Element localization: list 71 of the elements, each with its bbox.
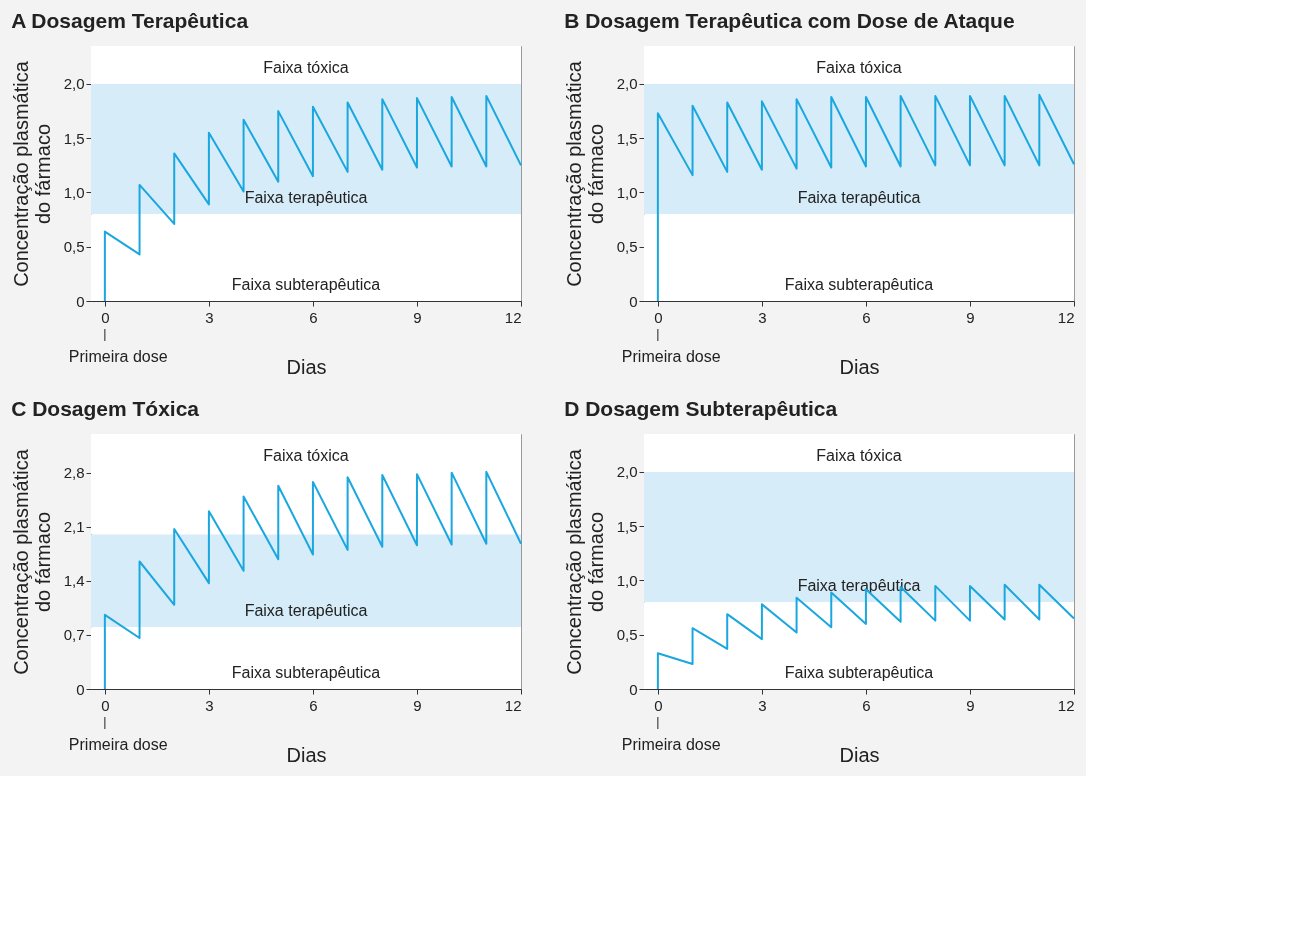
y-tick-label: 2,0	[63, 75, 85, 93]
y-tick-label: 0	[629, 292, 638, 310]
x-tick-label: 6	[309, 696, 318, 714]
chart-title: A Dosagem Terapêutica	[11, 9, 249, 32]
y-tick-label: 1,5	[616, 517, 638, 535]
text: Primeira dose	[621, 736, 721, 753]
y-axis-title: Concentração plasmática do fármaco	[9, 448, 54, 675]
band-label: Faixa terapêutica	[797, 577, 921, 595]
x-tick-label: 3	[758, 308, 767, 326]
x-tick-label: 6	[862, 308, 871, 326]
y-tick-label: 1,4	[63, 572, 85, 590]
band-label: Faixa terapêutica	[244, 189, 368, 207]
x-tick-label: 12	[1057, 696, 1075, 714]
y-tick-label: 1,0	[616, 183, 638, 201]
y-tick-label: 0	[76, 292, 85, 310]
text: Primeira dose	[621, 348, 721, 365]
band-label: Faixa tóxica	[263, 447, 349, 464]
x-tick-label: 12	[1057, 308, 1075, 326]
x-tick-label: 0	[101, 696, 110, 714]
y-tick-label: 1,5	[616, 129, 638, 147]
x-tick-label: 3	[205, 308, 214, 326]
x-tick-label: 6	[309, 308, 318, 326]
y-tick-label: 1,0	[63, 183, 85, 201]
y-tick-label: 2,1	[63, 518, 85, 536]
band-label: Faixa terapêutica	[244, 602, 368, 620]
x-axis-title: Dias	[286, 355, 327, 378]
y-tick-label: 0,7	[63, 626, 85, 644]
y-tick-label: 2,0	[616, 75, 638, 93]
x-tick-label: 9	[413, 696, 422, 714]
band-label: Faixa tóxica	[816, 447, 902, 464]
x-tick-label: 9	[413, 308, 422, 326]
band-label: Faixa tóxica	[263, 59, 349, 76]
text: Primeira dose	[68, 348, 168, 365]
y-tick-label: 2,8	[63, 464, 85, 482]
x-tick-label: 9	[966, 696, 975, 714]
y-axis-title: Concentração plasmática do fármaco	[9, 60, 54, 287]
y-axis-title: Concentração plasmática do fármaco	[562, 60, 607, 287]
band-label: Faixa subterapêutica	[231, 664, 381, 681]
band-label: Faixa subterapêutica	[784, 664, 934, 681]
text: Primeira dose	[68, 736, 168, 753]
x-tick-label: 12	[504, 308, 522, 326]
y-tick-label: 0,5	[63, 238, 85, 256]
line-series	[103, 470, 522, 690]
y-tick-label: 0	[629, 680, 638, 698]
x-tick-label: 0	[101, 308, 110, 326]
x-tick-label: 9	[966, 308, 975, 326]
y-tick-label: 1,0	[616, 571, 638, 589]
x-tick-label: 12	[504, 696, 522, 714]
y-axis-title: Concentração plasmática do fármaco	[562, 448, 607, 675]
y-tick-label: 1,5	[63, 129, 85, 147]
x-tick-label: 6	[862, 696, 871, 714]
x-axis-title: Dias	[839, 355, 880, 378]
chart-title: D Dosagem Subterapêutica	[564, 397, 838, 420]
x-tick-label: 3	[758, 696, 767, 714]
band-label: Faixa subterapêutica	[231, 276, 381, 293]
line-series	[103, 94, 522, 302]
band-label: Faixa subterapêutica	[784, 276, 934, 293]
x-tick-label: 0	[654, 308, 663, 326]
y-tick-label: 2,0	[616, 463, 638, 481]
chart-title: B Dosagem Terapêutica com Dose de Ataque	[564, 9, 1015, 32]
x-tick-label: 0	[654, 696, 663, 714]
line-series	[656, 93, 1075, 302]
x-axis-title: Dias	[286, 743, 327, 766]
band-label: Faixa tóxica	[816, 59, 902, 76]
y-tick-label: 0,5	[616, 238, 638, 256]
y-tick-label: 0	[76, 680, 85, 698]
band-label: Faixa terapêutica	[797, 189, 921, 207]
y-tick-label: 0,5	[616, 626, 638, 644]
x-axis-title: Dias	[839, 743, 880, 766]
chart-title: C Dosagem Tóxica	[11, 397, 200, 420]
x-tick-label: 3	[205, 696, 214, 714]
